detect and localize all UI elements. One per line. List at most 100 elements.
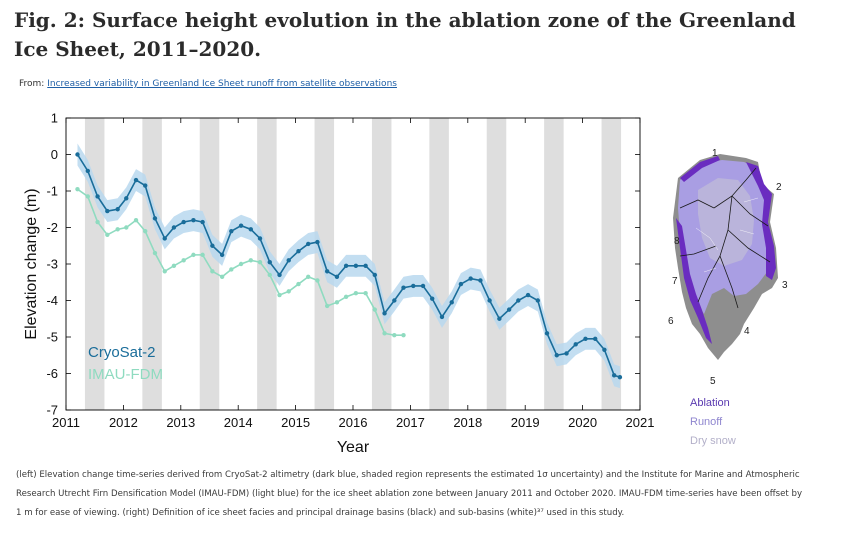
cryosat-point [277, 272, 282, 278]
x-tick-label: 2015 [281, 415, 310, 430]
imau-point [105, 232, 110, 237]
imau-point [392, 332, 397, 338]
imau-point [95, 219, 100, 225]
cryosat-point [478, 278, 483, 283]
imau-point [75, 186, 80, 192]
imau-point [343, 294, 349, 300]
imau-point [238, 261, 244, 267]
cryosat-point [133, 177, 139, 183]
y-tick-label: 1 [51, 111, 58, 126]
legend-runoff: Runoff [690, 416, 723, 428]
y-tick-label: -2 [46, 220, 58, 235]
imau-point [257, 259, 263, 265]
cryosat-point [353, 263, 359, 269]
y-tick-label: -3 [46, 257, 58, 272]
imau-point [248, 258, 254, 263]
basin-label-3: 3 [782, 280, 788, 291]
cryosat-point [315, 239, 320, 245]
ablation-zone-north [680, 156, 720, 182]
cryosat-point [324, 269, 330, 274]
imau-point [191, 252, 196, 258]
cryosat-point [554, 353, 559, 358]
cryosat-point [95, 194, 100, 199]
imau-point [133, 218, 139, 223]
cryosat-point [506, 307, 512, 312]
x-tick-label: 2018 [453, 415, 482, 430]
cryosat-point [115, 207, 120, 212]
cryosat-point [152, 216, 158, 221]
cryosat-point [334, 274, 340, 279]
summer-band-6 [429, 118, 449, 410]
imau-point [200, 252, 205, 258]
cryosat-point [85, 168, 91, 174]
imau-point [334, 300, 340, 305]
imau-point [210, 269, 215, 274]
cryosat-point [343, 263, 349, 269]
imau-point [363, 291, 368, 296]
cryosat-point [439, 314, 445, 320]
cryosat-point [191, 218, 196, 223]
sub-basin-boundaries [695, 197, 759, 273]
cryosat-point [617, 374, 623, 380]
imau-point [152, 250, 158, 256]
cryosat-point [382, 311, 387, 316]
imau-point [306, 274, 311, 279]
cryosat-point [124, 196, 129, 201]
cryosat-point [401, 285, 406, 290]
x-tick-label: 2017 [396, 415, 425, 430]
cryosat-point [583, 336, 588, 342]
source-article-link[interactable]: Increased variability in Greenland Ice S… [47, 79, 397, 89]
imau-point [171, 263, 177, 269]
y-tick-label: -4 [46, 293, 58, 308]
cryosat-point [487, 298, 492, 303]
cryosat-point [573, 342, 578, 347]
basin-label-2: 2 [776, 182, 782, 193]
cryosat-point [392, 298, 397, 303]
cryosat-point [257, 236, 263, 241]
cryosat-point [306, 241, 311, 247]
cryosat-point [248, 227, 254, 232]
imau-point [115, 227, 120, 232]
imau-point [372, 307, 378, 312]
y-tick-label: -5 [46, 330, 58, 345]
cryosat-point [525, 292, 531, 298]
imau-point [267, 272, 272, 278]
figure-caption: (left) Elevation change time-series deri… [16, 470, 803, 518]
imau-point [124, 225, 129, 230]
x-tick-label: 2020 [568, 415, 597, 430]
x-axis-label: Year [337, 439, 370, 456]
x-tick-label: 2013 [166, 415, 195, 430]
figure-title: Fig. 2: Surface height evolution in the … [14, 8, 796, 61]
basin-label-7: 7 [672, 276, 678, 287]
cryosat-point [372, 272, 378, 278]
basin-label-1: 1 [712, 148, 718, 159]
imau-point [401, 332, 406, 338]
cryosat-point [267, 259, 272, 265]
ablation-zone-east [746, 162, 776, 280]
cryosat-point [544, 331, 550, 336]
cryosat-point [143, 183, 148, 188]
summer-band-5 [371, 118, 392, 410]
cryosat-point [181, 219, 186, 225]
dry-snow-zone [698, 178, 754, 266]
y-axis-label: Elevation change (m) [23, 188, 40, 339]
drainage-basin-boundaries [679, 167, 771, 309]
source-line: From: Increased variability in Greenland… [19, 79, 397, 89]
cryosat-point [286, 258, 291, 263]
legend-dry-snow: Dry snow [690, 435, 736, 447]
imau-point [229, 267, 234, 272]
cryosat-point [75, 152, 80, 157]
imau-point [296, 281, 301, 287]
greenland-facies-map: 1 2 3 4 5 6 7 8 Ablation Runoff Dry snow [668, 148, 788, 447]
cryosat-point [593, 336, 598, 342]
imau-point [85, 194, 91, 199]
imau-point [353, 291, 359, 296]
basin-label-5: 5 [710, 376, 716, 387]
cryosat-point [458, 281, 464, 287]
cryosat-point [219, 252, 225, 258]
imau-point [143, 228, 148, 234]
basin-label-6: 6 [668, 316, 674, 327]
summer-band-8 [544, 118, 564, 410]
y-tick-label: 0 [51, 147, 58, 162]
imau-point [324, 303, 330, 309]
